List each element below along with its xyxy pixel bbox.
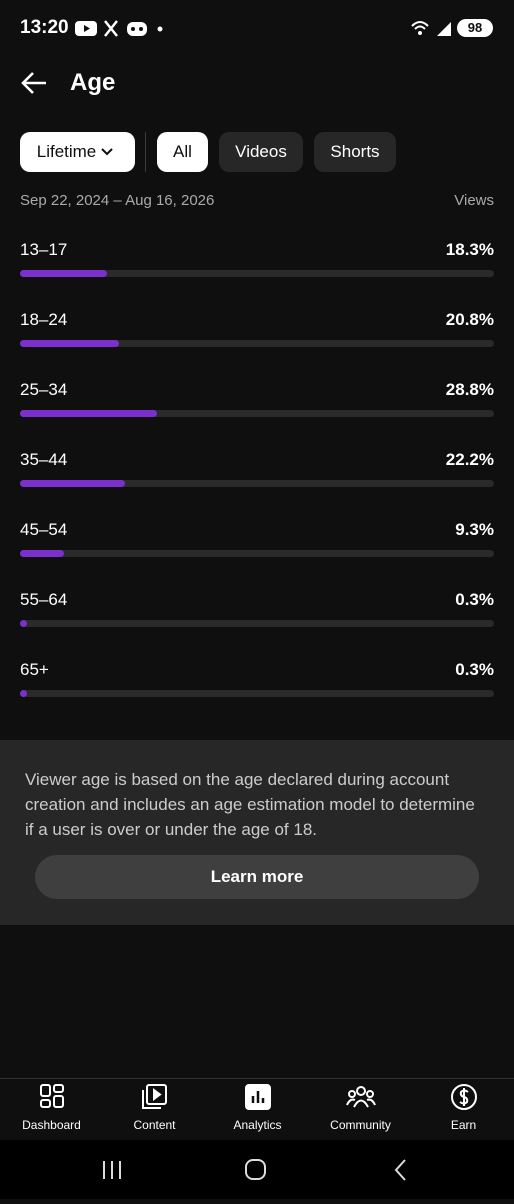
nav-border	[0, 1078, 514, 1079]
nav-item[interactable]: Analytics	[206, 1082, 309, 1132]
back-button[interactable]	[20, 70, 50, 96]
bar	[20, 410, 157, 417]
nav-item[interactable]: Content	[103, 1082, 206, 1132]
age-value: 0.3%	[455, 590, 494, 609]
nav-label: Community	[330, 1118, 391, 1132]
bar-track	[20, 410, 494, 417]
info-text: Viewer age is based on the age declared …	[25, 770, 475, 839]
age-value: 22.2%	[445, 450, 494, 469]
period-label: Lifetime	[36, 142, 97, 161]
age-label: 25–34	[20, 380, 68, 399]
nav-label: Dashboard	[22, 1118, 81, 1132]
bar-track	[20, 270, 494, 277]
divider	[145, 132, 146, 172]
notification-icons	[75, 20, 163, 37]
nav-item[interactable]: Earn	[412, 1082, 514, 1132]
bar	[20, 340, 119, 347]
system-nav	[0, 1140, 514, 1199]
age-value: 18.3%	[445, 240, 494, 259]
period-dropdown[interactable]: Lifetime	[20, 132, 135, 172]
bar	[20, 270, 107, 277]
filter-tab[interactable]: Videos	[219, 132, 303, 172]
bar-track	[20, 480, 494, 487]
age-value: 28.8%	[445, 380, 494, 399]
filter-tab[interactable]: Shorts	[314, 132, 396, 172]
nav-icon	[141, 1084, 167, 1109]
nav-icon	[244, 1084, 271, 1110]
age-value: 9.3%	[455, 520, 494, 539]
bar	[20, 690, 27, 697]
age-label: 18–24	[20, 310, 68, 329]
page-title: Age	[70, 69, 116, 96]
date-range: Sep 22, 2024 – Aug 16, 2026	[20, 192, 215, 209]
bar	[20, 620, 27, 627]
bar-track	[20, 620, 494, 627]
metric-label: Views	[454, 192, 494, 209]
bar	[20, 480, 126, 487]
age-value: 0.3%	[455, 660, 494, 679]
age-label: 45–54	[20, 520, 68, 539]
nav-label: Content	[133, 1118, 176, 1132]
nav-label: Analytics	[233, 1118, 282, 1132]
battery: 98	[457, 19, 493, 37]
age-label: 65+	[20, 660, 49, 679]
filter-tab[interactable]: All	[157, 132, 208, 172]
nav-icon	[345, 1086, 376, 1108]
age-value: 20.8%	[445, 310, 494, 329]
bar	[20, 550, 65, 557]
status-time: 13:20	[20, 17, 69, 38]
nav-icon	[39, 1084, 64, 1108]
nav-icon	[450, 1084, 477, 1110]
nav-item[interactable]: Dashboard	[0, 1082, 103, 1132]
bar-track	[20, 340, 494, 347]
nav-label: Earn	[450, 1118, 477, 1132]
age-label: 13–17	[20, 240, 68, 259]
bar-track	[20, 690, 494, 697]
nav-item[interactable]: Community	[309, 1082, 412, 1132]
bar-track	[20, 550, 494, 557]
signal-icons	[411, 21, 451, 36]
info-card: Viewer age is based on the age declared …	[0, 740, 514, 925]
learn-more-button[interactable]: Learn more	[35, 855, 479, 899]
dropdown-icon	[101, 148, 113, 156]
age-label: 35–44	[20, 450, 68, 469]
system-nav-icons	[103, 1159, 406, 1181]
age-label: 55–64	[20, 590, 68, 609]
